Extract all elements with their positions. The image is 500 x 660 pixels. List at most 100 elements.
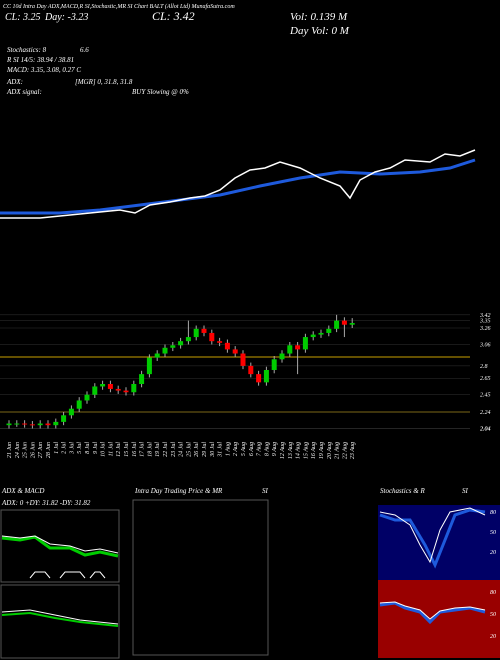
candle-body bbox=[326, 328, 332, 333]
candle-body bbox=[53, 421, 59, 426]
candle-body bbox=[310, 334, 316, 338]
candle-body bbox=[349, 323, 355, 325]
adx-values: [MGR] 0, 31.8, 31.8 bbox=[75, 78, 133, 86]
candle-body bbox=[232, 349, 238, 354]
candle-body bbox=[240, 353, 246, 366]
x-tick-label: 21 Aug bbox=[335, 442, 341, 459]
candle-body bbox=[61, 415, 67, 422]
stochastics-signal bbox=[379, 507, 486, 564]
adx: ADX: bbox=[6, 78, 23, 86]
candle-body bbox=[334, 320, 340, 329]
day-change: Day: -3.23 bbox=[44, 12, 88, 23]
x-tick-label: 13 Aug bbox=[288, 442, 294, 459]
candle-body bbox=[154, 353, 160, 358]
x-tick-label: 16 Jul bbox=[132, 442, 138, 457]
x-tick-label: 1 Jul bbox=[54, 442, 60, 454]
macd-signal bbox=[1, 609, 119, 625]
y-tick-label: 2.65 bbox=[480, 376, 491, 382]
candle-body bbox=[107, 384, 113, 389]
candle-body bbox=[279, 353, 285, 360]
y-tick-label: 2.04 bbox=[480, 425, 491, 432]
y-tick-label: 2.45 bbox=[480, 392, 491, 399]
x-tick-label: 29 Jul bbox=[202, 442, 208, 457]
candle-body bbox=[162, 347, 168, 354]
stochastics-value: 6.6 bbox=[80, 46, 89, 54]
x-tick-label: 26 Jun bbox=[30, 442, 36, 458]
x-tick-label: 26 Jul bbox=[194, 442, 200, 457]
x-tick-label: 23 Aug bbox=[350, 442, 356, 459]
candle-body bbox=[287, 345, 293, 354]
adx-panel bbox=[0, 509, 120, 583]
x-tick-label: 3 Jul bbox=[69, 442, 75, 455]
candle-body bbox=[318, 332, 324, 335]
x-tick-label: 11 Jul bbox=[108, 442, 114, 457]
x-tick-label: 24 Jun bbox=[14, 442, 21, 458]
x-tick-label: 22 Aug bbox=[342, 442, 348, 459]
price-line bbox=[0, 149, 476, 219]
intraday-panel bbox=[132, 499, 269, 656]
candle-body bbox=[22, 423, 28, 425]
candle-body bbox=[217, 341, 223, 343]
candle-body bbox=[14, 423, 20, 425]
candle-body bbox=[37, 423, 43, 426]
candle-body bbox=[123, 390, 129, 393]
rsi-panel bbox=[378, 580, 500, 658]
candle-body bbox=[6, 423, 12, 426]
dy-line bbox=[1, 535, 119, 554]
stochastics-tick: 80 bbox=[490, 510, 496, 516]
panel-title: ADX & MACD bbox=[1, 487, 44, 495]
macd-line bbox=[29, 571, 106, 579]
x-tick-label: 25 Jul bbox=[186, 442, 192, 457]
chart-title: CC 10d Intra Day ADX,MACD,R SI,Stochasti… bbox=[3, 3, 235, 10]
x-tick-label: 25 Jun bbox=[23, 442, 29, 458]
x-tick-label: 31 Jul bbox=[218, 442, 224, 458]
x-tick-label: 18 Jul bbox=[147, 442, 153, 457]
x-tick-label: 20 Aug bbox=[327, 442, 333, 459]
candle-body bbox=[139, 374, 145, 384]
x-tick-label: 7 Aug bbox=[257, 442, 263, 456]
candle-body bbox=[131, 384, 137, 393]
x-tick-label: 15 Jul bbox=[124, 442, 130, 457]
x-tick-label: 5 Jul bbox=[77, 442, 83, 454]
macd: MACD: 3.35, 3.08, 0.27 C bbox=[6, 66, 81, 74]
candle-body bbox=[84, 394, 90, 401]
stochastics-tick: 50 bbox=[490, 530, 496, 536]
x-tick-label: 8 Jul bbox=[85, 442, 91, 454]
candle-body bbox=[193, 328, 199, 338]
x-tick-label: 19 Jul bbox=[155, 442, 161, 457]
candle-body bbox=[92, 386, 98, 395]
candle-body bbox=[100, 384, 106, 387]
macd-histogram bbox=[1, 611, 119, 627]
close-main: CL: 3.42 bbox=[152, 9, 195, 23]
moving-average bbox=[0, 158, 476, 215]
panel-title-suffix: SI bbox=[462, 487, 469, 495]
y-tick-label: 2.8 bbox=[480, 364, 488, 370]
volume: Vol: 0.139 M bbox=[290, 11, 348, 23]
day-volume: Day Vol: 0 M bbox=[289, 25, 350, 37]
y-tick-label: 3.42 bbox=[479, 312, 491, 319]
x-tick-label: 9 Aug bbox=[272, 442, 278, 456]
rsi: R SI 14/5: 38.94 / 38.81 bbox=[6, 56, 74, 64]
candle-body bbox=[45, 423, 51, 426]
x-tick-label: 22 Jul bbox=[163, 442, 169, 457]
x-tick-label: 23 Jul bbox=[171, 442, 177, 457]
candle-body bbox=[146, 357, 152, 375]
x-tick-label: 2 Aug bbox=[233, 442, 239, 456]
rsi-line bbox=[379, 601, 486, 625]
close-left: CL: 3.25 bbox=[5, 12, 41, 23]
panel-values: ADX: 0 +DY: 31.82 -DY: 31.82 bbox=[1, 499, 91, 507]
y-tick-label: 3.06 bbox=[479, 342, 491, 348]
x-tick-label: 9 Jul bbox=[93, 442, 99, 454]
macd-panel bbox=[0, 584, 120, 659]
x-tick-label: 2 Jul bbox=[62, 442, 68, 454]
y-tick-label: 3.26 bbox=[479, 326, 491, 332]
adx-line bbox=[1, 535, 119, 558]
x-tick-label: 12 Jul bbox=[116, 442, 122, 457]
adx-signal: ADX signal: bbox=[6, 88, 42, 96]
candle-body bbox=[178, 341, 184, 346]
x-tick-label: 16 Aug bbox=[311, 442, 317, 459]
x-tick-label: 10 Jul bbox=[101, 442, 107, 457]
x-tick-label: 6 Aug bbox=[249, 442, 255, 456]
candle-body bbox=[209, 332, 215, 342]
